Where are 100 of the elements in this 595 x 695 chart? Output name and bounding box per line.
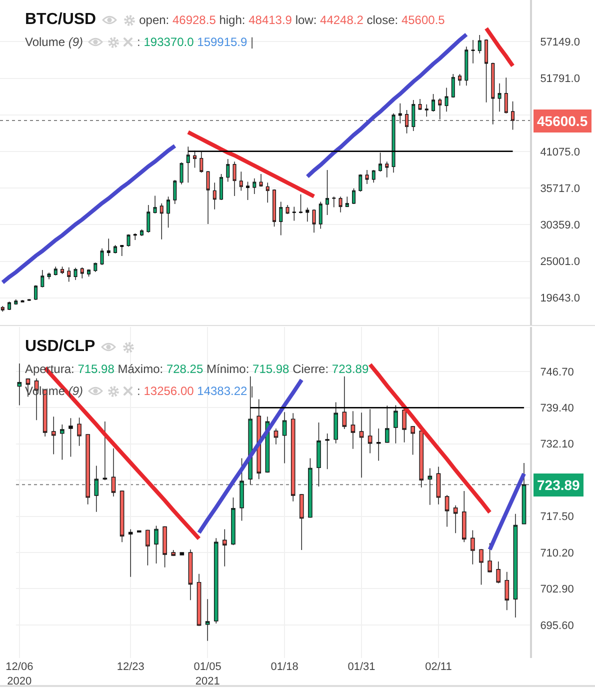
candlestick (306, 207, 310, 222)
line-series (197, 378, 304, 535)
y-tick-label: 41075.0 (540, 146, 580, 158)
candlestick (511, 100, 515, 130)
candlestick (392, 112, 396, 174)
candlestick (326, 170, 330, 216)
candlestick (196, 574, 202, 626)
text: BTC/USD (25, 11, 96, 29)
candlestick (188, 549, 193, 600)
candlestick (376, 428, 381, 462)
candlestick (358, 174, 362, 192)
candlestick (488, 542, 492, 573)
candlestick (334, 402, 338, 444)
candlestick (17, 363, 22, 406)
y-tick-label: 57149.0 (540, 36, 580, 49)
y-tick-label: 739.40 (540, 402, 574, 415)
candlestick (222, 528, 227, 567)
candlestick (513, 513, 518, 618)
candlestick (342, 376, 347, 430)
annotation: : 193370.0 159915.9 | (137, 35, 254, 49)
candlestick (436, 466, 441, 505)
line-series (186, 130, 316, 198)
line-series (488, 472, 526, 552)
candlestick (94, 465, 99, 512)
candlestick (412, 100, 416, 132)
candlestick (171, 550, 176, 556)
candlestick (418, 98, 422, 110)
y-tick-label: 30359.0 (540, 220, 580, 232)
candlestick (272, 188, 276, 227)
candlestick (74, 267, 78, 280)
annotation: Volume (9) (25, 35, 84, 49)
candlestick (126, 234, 130, 247)
candlestick (444, 494, 450, 528)
candlestick (458, 74, 462, 86)
x-tick-label: 01/05 2021 (194, 661, 222, 688)
candlestick (54, 266, 58, 276)
candlestick (504, 572, 510, 610)
candlestick (173, 180, 177, 204)
candlestick (279, 201, 283, 236)
candlestick (299, 194, 303, 214)
candlestick (212, 182, 216, 210)
candlestick (226, 158, 230, 182)
candlestick (410, 426, 415, 456)
candlestick (308, 458, 312, 518)
x-tick-label: 12/23 (116, 661, 144, 673)
candlestick (246, 181, 250, 200)
candlestick (394, 404, 398, 444)
candlestick (128, 528, 133, 578)
text: USD/CLP (25, 338, 96, 356)
y-tick-label: 19643.0 (540, 292, 580, 305)
candlestick (504, 77, 508, 114)
candlestick (453, 505, 458, 534)
candlestick (60, 424, 64, 460)
candlestick (186, 146, 190, 183)
candlestick (385, 161, 389, 178)
candlestick (282, 412, 287, 464)
ref-line-label: 45600.5 (537, 113, 588, 129)
candlestick (462, 490, 466, 542)
candlestick (484, 38, 488, 103)
candlestick (214, 538, 218, 624)
candlestick (424, 104, 428, 118)
y-tick-label: 710.20 (540, 547, 574, 560)
candlestick (34, 284, 38, 300)
line-series (305, 32, 468, 179)
candlestick (102, 421, 108, 480)
candlestick (47, 272, 51, 280)
y-tick-label: 51791.0 (540, 73, 580, 86)
candlestick (496, 561, 500, 584)
candlestick (398, 103, 402, 124)
line-series (0, 144, 177, 284)
candlestick (438, 98, 442, 120)
candlestick (51, 416, 56, 455)
candlestick (166, 196, 170, 228)
candlestick (239, 171, 243, 192)
candlestick (385, 405, 390, 444)
ref-line-label: 723.89 (537, 477, 580, 493)
candlestick (111, 448, 116, 497)
candlestick (300, 494, 304, 550)
candlestick (14, 298, 18, 305)
candlestick (405, 110, 409, 134)
candlestick (432, 94, 436, 112)
candlestick (345, 196, 349, 208)
candlestick (444, 87, 448, 112)
candlestick (316, 422, 321, 487)
candlestick (180, 552, 184, 556)
candlestick (114, 244, 118, 254)
candlestick (94, 262, 98, 272)
candlestick (86, 434, 90, 505)
y-tick-label: 25001.0 (540, 256, 580, 268)
candlestick (498, 82, 502, 112)
candlestick (20, 300, 24, 303)
candlestick (365, 170, 369, 184)
y-tick-label: 35717.0 (540, 182, 580, 195)
candlestick (133, 232, 137, 240)
x-tick-label: 02/11 (425, 661, 452, 673)
candlestick (220, 174, 224, 200)
candlestick (248, 376, 252, 485)
candlestick (478, 34, 482, 54)
y-tick-label: 717.50 (540, 511, 574, 524)
y-tick-label: 746.70 (540, 366, 574, 378)
